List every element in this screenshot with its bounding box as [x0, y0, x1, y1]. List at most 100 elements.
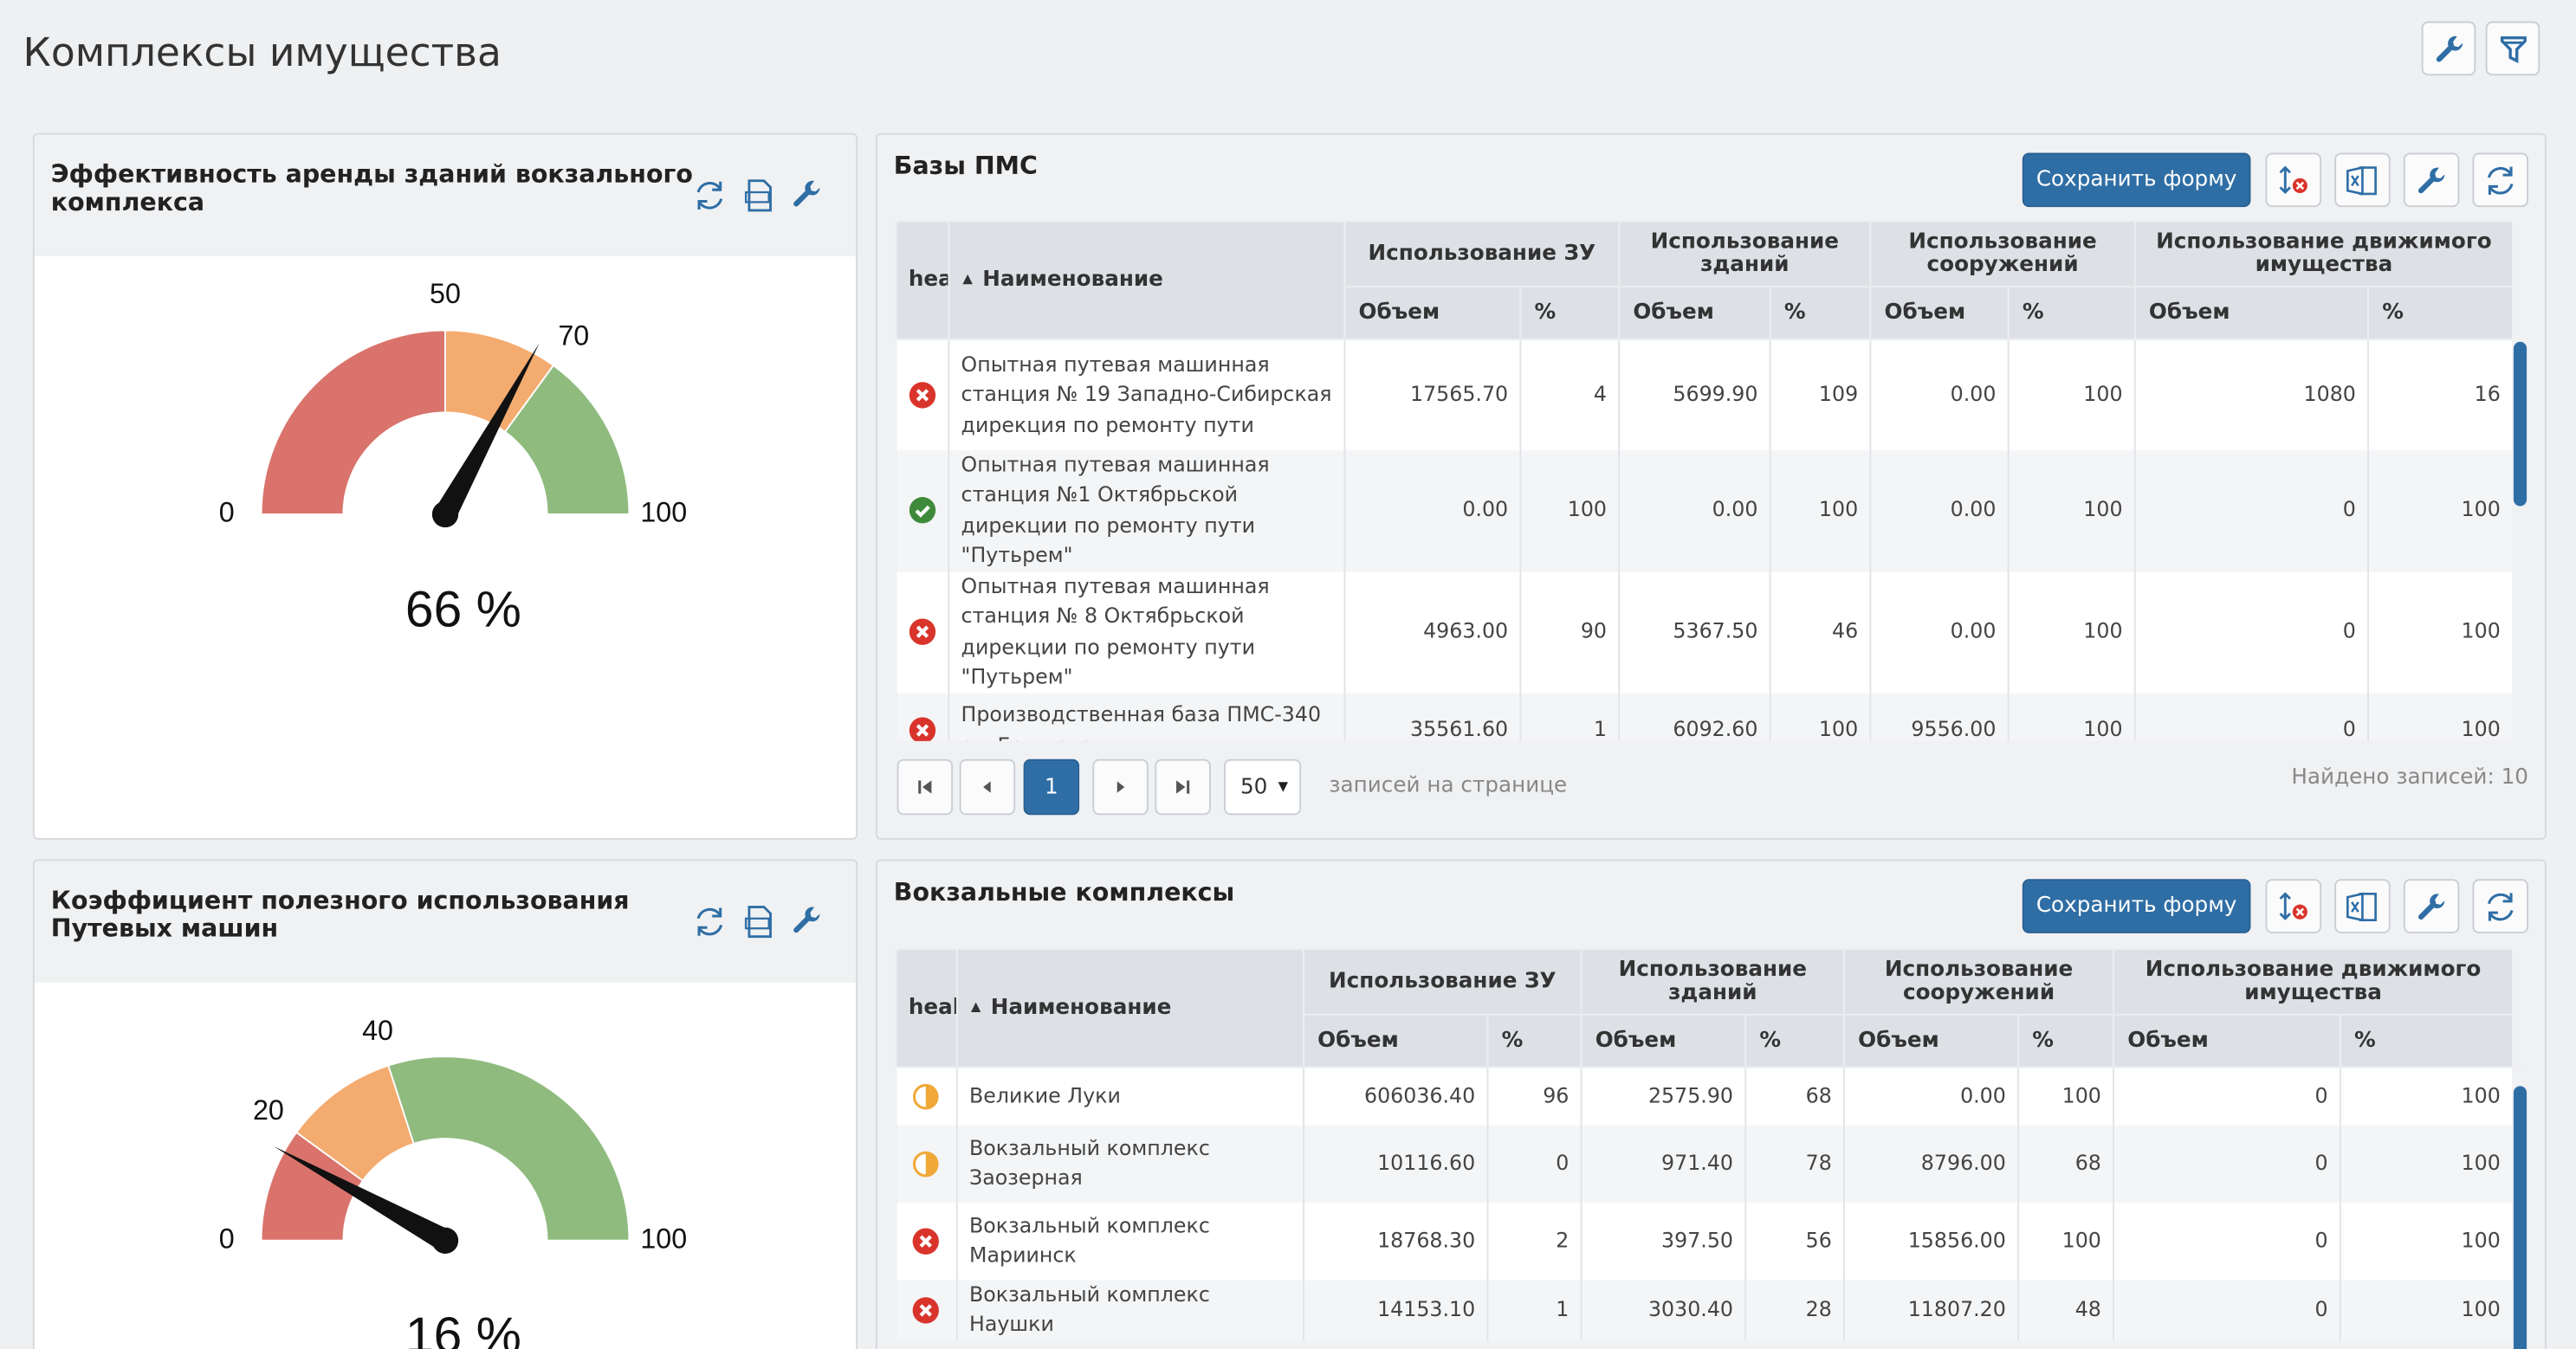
excel-button[interactable]: [2334, 152, 2391, 208]
status-icon: [908, 717, 935, 741]
value-cell: 28: [1745, 1279, 1846, 1340]
icon-part: [696, 907, 723, 936]
table-row[interactable]: Великие Луки 606036.40 96 2575.90 68 0.00 100 0…: [896, 1067, 2513, 1125]
value-cell: 109: [1770, 339, 1872, 450]
value-cell: 6092.60: [1619, 692, 1771, 741]
name-header[interactable]: Наименование: [955, 947, 1304, 1068]
value-cell: 1: [1520, 692, 1621, 741]
wrench-button[interactable]: [2403, 152, 2460, 208]
value-cell: 0.00: [1870, 449, 2010, 571]
value-cell: 100: [2008, 571, 2136, 693]
sortx-button[interactable]: [2265, 879, 2322, 933]
value-cell: 606036.40: [1304, 1067, 1489, 1125]
png-icon[interactable]: [741, 178, 777, 214]
settings-button[interactable]: [2421, 21, 2476, 76]
gauge-title: Эффективность аренды зданий вокзального …: [50, 159, 693, 217]
icon-part: [2499, 35, 2526, 63]
prev-page-button[interactable]: [959, 758, 1016, 816]
value-cell: 46: [1770, 571, 1872, 693]
data-table: healtНаименованиеИспользование ЗУИспольз…: [895, 947, 2513, 1340]
value-cell: 11807.20: [1844, 1279, 2020, 1340]
png-icon[interactable]: [741, 904, 777, 940]
subheader-row: Объем% Объем% Объем% Объем%: [896, 1013, 2513, 1068]
wrench-icon[interactable]: [790, 904, 826, 940]
wrench-icon[interactable]: [790, 178, 826, 214]
first-page-button[interactable]: [896, 758, 954, 816]
table-row[interactable]: Вокзальный комплекс Мариинск 18768.30 2 397…: [896, 1202, 2513, 1280]
page-title: Комплексы имущества: [23, 29, 502, 76]
page-size-label: записей на странице: [1329, 773, 1568, 799]
value-cell: 1: [1487, 1279, 1582, 1340]
icon-part: [926, 1085, 938, 1108]
value-cell: 397.50: [1581, 1202, 1747, 1280]
gauge-panel: Эффективность аренды зданий вокзального …: [32, 132, 858, 840]
refresh-icon[interactable]: [692, 904, 728, 940]
save-button[interactable]: Сохранить форму: [2022, 879, 2251, 933]
wrench-button[interactable]: [2403, 879, 2460, 933]
health-header: hea: [895, 220, 950, 340]
name-cell: Опытная путевая машинная станция №1 Октя…: [948, 449, 1346, 571]
next-page-button[interactable]: [1092, 758, 1149, 816]
table-row[interactable]: Вокзальный комплекс Заозерная 10116.60 0 97…: [896, 1124, 2513, 1203]
icon-part: [1187, 780, 1190, 794]
gauge-panel: Коэффициент полезного использования Путе…: [32, 859, 858, 1349]
table-row[interactable]: Опытная путевая машинная станция № 8 Окт…: [896, 571, 2513, 693]
value-cell: 0.00: [1344, 449, 1522, 571]
status-icon: [912, 1083, 940, 1111]
gauge: 0 20 40 100 16 %: [219, 1015, 687, 1349]
value-cell: 48: [2018, 1279, 2115, 1340]
dropdown-arrow: [1277, 782, 1288, 792]
subheader-row: Объем% Объем% Объем% Объем%: [896, 286, 2513, 340]
excel-button[interactable]: [2334, 879, 2391, 933]
refresh-icon[interactable]: [692, 178, 728, 214]
icon-part: [2487, 892, 2514, 920]
status-icon: [908, 381, 935, 409]
icon-part: [2487, 165, 2514, 194]
status-icon: [912, 1150, 940, 1178]
table-row[interactable]: Производственная база ПМС-340 ст. Гришев…: [896, 692, 2513, 741]
icon-part: [918, 780, 932, 794]
value-cell: 0.00: [1844, 1067, 2020, 1125]
value-cell: 1080: [2134, 339, 2370, 450]
value-cell: 56: [1745, 1202, 1846, 1280]
icon-part: [2279, 891, 2307, 920]
refresh-button[interactable]: [2472, 879, 2528, 933]
status-icon: [912, 1227, 940, 1255]
value-cell: 96: [1487, 1067, 1582, 1125]
group-header: Использование движимого имущества: [2113, 947, 2513, 1016]
sortx-button[interactable]: [2265, 152, 2322, 208]
subheader: Объем: [1618, 286, 1771, 340]
current-page[interactable]: 1: [1023, 758, 1080, 816]
table-row[interactable]: Опытная путевая машинная станция № 19 За…: [896, 339, 2513, 450]
filter-button[interactable]: [2485, 21, 2540, 76]
save-button[interactable]: Сохранить форму: [2022, 152, 2251, 208]
data-table: hea Наименование Использование ЗУ Использов…: [895, 220, 2513, 741]
value-cell: 2: [1487, 1202, 1582, 1280]
sort-arrow: [962, 273, 973, 284]
icon-part: [918, 780, 922, 794]
icon-part: [744, 190, 770, 203]
subheader: Объем: [1303, 1013, 1489, 1068]
last-page-button[interactable]: [1155, 758, 1211, 816]
table-row[interactable]: Вокзальный комплекс Наушки 14153.10 1 3030.…: [896, 1279, 2513, 1340]
table-panel: Вокзальные комплексы Сохранить форму healt…: [875, 859, 2547, 1349]
value-cell: 16: [2368, 339, 2513, 450]
status-cell: [896, 1067, 958, 1125]
value-cell: 5699.90: [1619, 339, 1771, 450]
header-row: hea Наименование Использование ЗУ Использов…: [895, 220, 2513, 340]
value-cell: 4: [1520, 339, 1621, 450]
value-cell: 0: [2113, 1202, 2341, 1280]
icon-part: [915, 506, 930, 519]
name-header[interactable]: Наименование: [948, 220, 1346, 340]
value-cell: 5367.50: [1619, 571, 1771, 693]
icon-part: [696, 182, 723, 210]
refresh-button[interactable]: [2472, 152, 2528, 208]
scroll-thumb: [2513, 341, 2527, 507]
icon-part: [697, 907, 722, 936]
subheader: %: [1744, 1013, 1846, 1068]
table-row[interactable]: Опытная путевая машинная станция №1 Октя…: [896, 449, 2513, 571]
sort-arrow: [970, 1001, 981, 1012]
page-size-select[interactable]: 50: [1224, 758, 1302, 816]
status-icon: [912, 1296, 940, 1324]
